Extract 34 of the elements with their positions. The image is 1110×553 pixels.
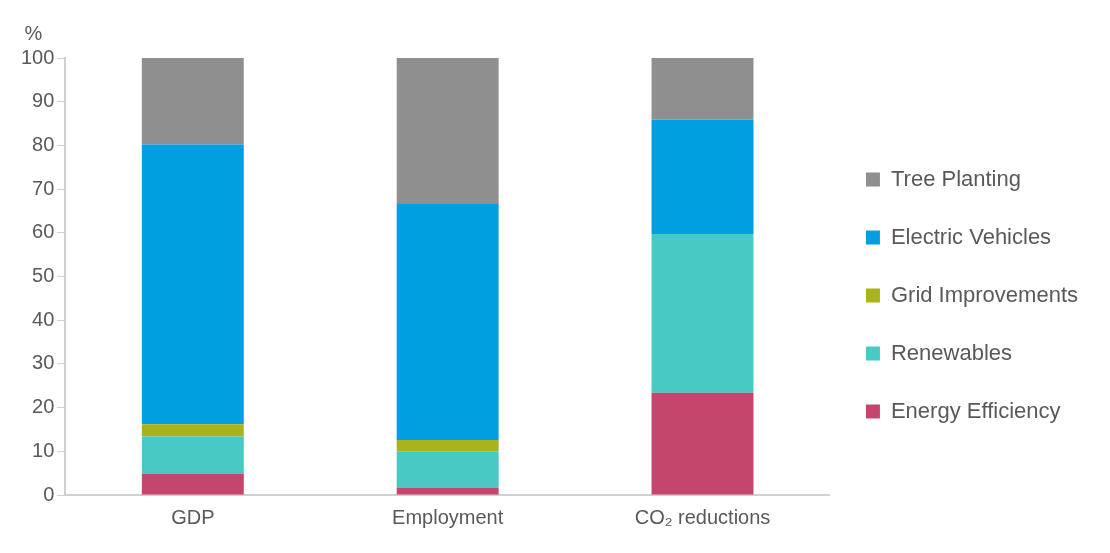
bar [141,424,244,437]
y-tick-label: 0 [43,482,55,505]
bar [396,439,499,452]
y-tick-label: 30 [32,351,55,374]
legend-label: Electric Vehicles [890,223,1052,249]
bar [396,58,499,204]
x-tick-label: GDP [171,505,215,528]
bar [396,451,499,488]
bar [141,144,244,425]
x-tick-label: Employment [392,505,504,528]
y-tick-label: 70 [32,176,55,199]
y-tick-label: 50 [32,264,55,287]
y-tick-label: 80 [32,132,55,155]
bar [141,58,244,145]
x-tick-label: CO₂ reductions [634,505,771,528]
bar [651,234,754,393]
y-tick-label: 90 [32,89,55,112]
bar [651,119,754,235]
legend-label: Energy Efficiency [890,397,1061,423]
y-tick-label: 40 [32,307,55,330]
y-axis-title: % [24,21,43,44]
bar [651,392,754,495]
y-tick-label: 60 [32,220,55,243]
bar [396,203,499,440]
legend-label: Grid Improvements [890,281,1079,307]
y-tick-label: 10 [32,438,55,461]
bar [141,436,244,475]
bar [651,58,754,120]
y-tick-label: 100 [20,45,55,68]
y-tick-label: 20 [32,395,55,418]
bar [141,474,244,495]
legend-label: Renewables [890,339,1013,365]
legend-label: Tree Planting [890,165,1021,191]
bar [396,487,499,495]
